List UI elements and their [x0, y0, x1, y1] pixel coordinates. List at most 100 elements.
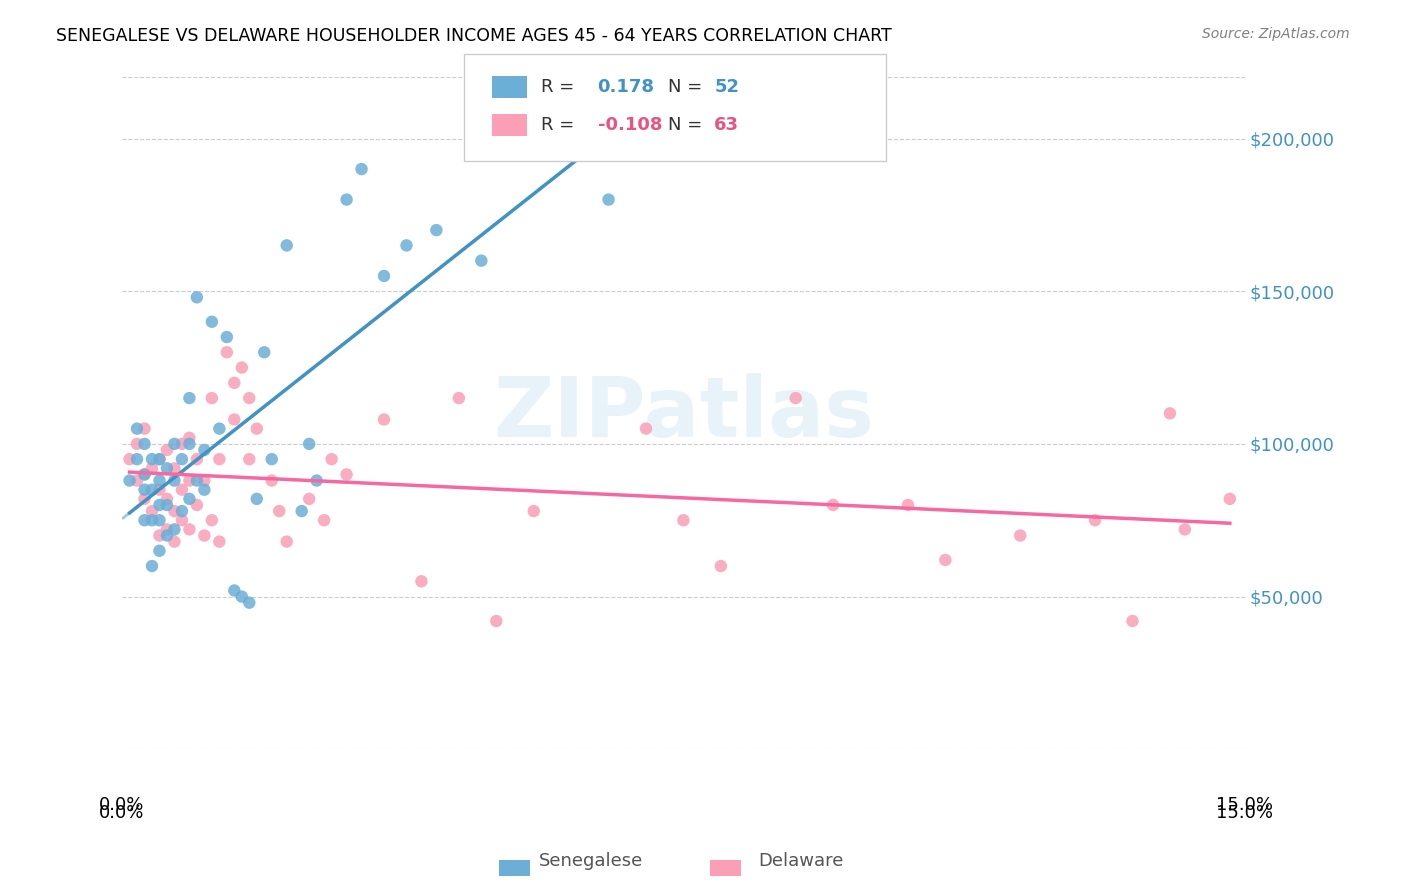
Point — [523, 504, 546, 518]
Text: 52: 52 — [714, 78, 740, 95]
Point — [141, 559, 163, 574]
Point — [186, 290, 208, 304]
Point — [411, 574, 433, 589]
Point — [156, 498, 179, 512]
Point — [179, 431, 201, 445]
Point — [163, 523, 186, 537]
Point — [125, 452, 148, 467]
Point — [156, 523, 179, 537]
Point — [224, 412, 246, 426]
Point — [260, 474, 283, 488]
Point — [238, 596, 260, 610]
Point — [523, 146, 546, 161]
Point — [148, 452, 170, 467]
Point — [179, 523, 201, 537]
Point — [314, 513, 336, 527]
Point — [634, 422, 657, 436]
Point — [470, 253, 492, 268]
Text: 63: 63 — [714, 116, 740, 134]
Point — [148, 513, 170, 527]
Point — [179, 491, 201, 506]
Point — [224, 376, 246, 390]
Point — [186, 452, 208, 467]
Point — [253, 345, 276, 359]
Point — [186, 474, 208, 488]
Point — [156, 491, 179, 506]
Point — [373, 268, 395, 283]
Point — [269, 504, 291, 518]
Point — [148, 498, 170, 512]
Point — [710, 559, 733, 574]
Point — [141, 452, 163, 467]
Point — [186, 498, 208, 512]
Point — [170, 513, 193, 527]
Point — [395, 238, 418, 252]
Point — [134, 437, 156, 451]
Point — [231, 360, 253, 375]
Point — [260, 452, 283, 467]
Point — [1174, 523, 1197, 537]
Point — [134, 467, 156, 482]
Point — [897, 498, 920, 512]
Point — [134, 467, 156, 482]
Point — [141, 483, 163, 497]
Point — [141, 513, 163, 527]
Point — [163, 437, 186, 451]
Point — [1219, 491, 1241, 506]
Point — [163, 534, 186, 549]
Point — [148, 483, 170, 497]
Point — [276, 534, 298, 549]
Point — [156, 528, 179, 542]
Point — [134, 513, 156, 527]
Text: 15.0%: 15.0% — [1216, 805, 1274, 822]
Point — [425, 223, 447, 237]
Point — [156, 442, 179, 457]
Point — [148, 543, 170, 558]
Point — [1084, 513, 1107, 527]
Point — [238, 391, 260, 405]
Text: -0.108: -0.108 — [598, 116, 662, 134]
Point — [298, 491, 321, 506]
Point — [148, 452, 170, 467]
Point — [170, 437, 193, 451]
Point — [246, 422, 269, 436]
Point — [134, 491, 156, 506]
Point — [231, 590, 253, 604]
Text: Senegalese: Senegalese — [538, 852, 643, 870]
Point — [321, 452, 343, 467]
Point — [208, 452, 231, 467]
Point — [934, 553, 956, 567]
Point — [291, 504, 314, 518]
Point — [276, 238, 298, 252]
Text: SENEGALESE VS DELAWARE HOUSEHOLDER INCOME AGES 45 - 64 YEARS CORRELATION CHART: SENEGALESE VS DELAWARE HOUSEHOLDER INCOM… — [56, 27, 891, 45]
Point — [485, 614, 508, 628]
Point — [156, 461, 179, 475]
Point — [1010, 528, 1032, 542]
Point — [163, 474, 186, 488]
Point — [373, 412, 395, 426]
Point — [336, 467, 359, 482]
Point — [224, 583, 246, 598]
Point — [170, 504, 193, 518]
Point — [163, 461, 186, 475]
Text: ZIPatlas: ZIPatlas — [494, 373, 875, 454]
Point — [141, 461, 163, 475]
Point — [134, 483, 156, 497]
Point — [179, 474, 201, 488]
Point — [193, 483, 215, 497]
Point — [201, 315, 224, 329]
Point — [785, 391, 807, 405]
Point — [201, 513, 224, 527]
Point — [201, 391, 224, 405]
Point — [246, 491, 269, 506]
Point — [170, 483, 193, 497]
Point — [125, 437, 148, 451]
Point — [193, 528, 215, 542]
Point — [125, 422, 148, 436]
Point — [141, 504, 163, 518]
Point — [208, 534, 231, 549]
Point — [298, 437, 321, 451]
Point — [193, 474, 215, 488]
Text: Delaware: Delaware — [759, 852, 844, 870]
Point — [118, 474, 141, 488]
